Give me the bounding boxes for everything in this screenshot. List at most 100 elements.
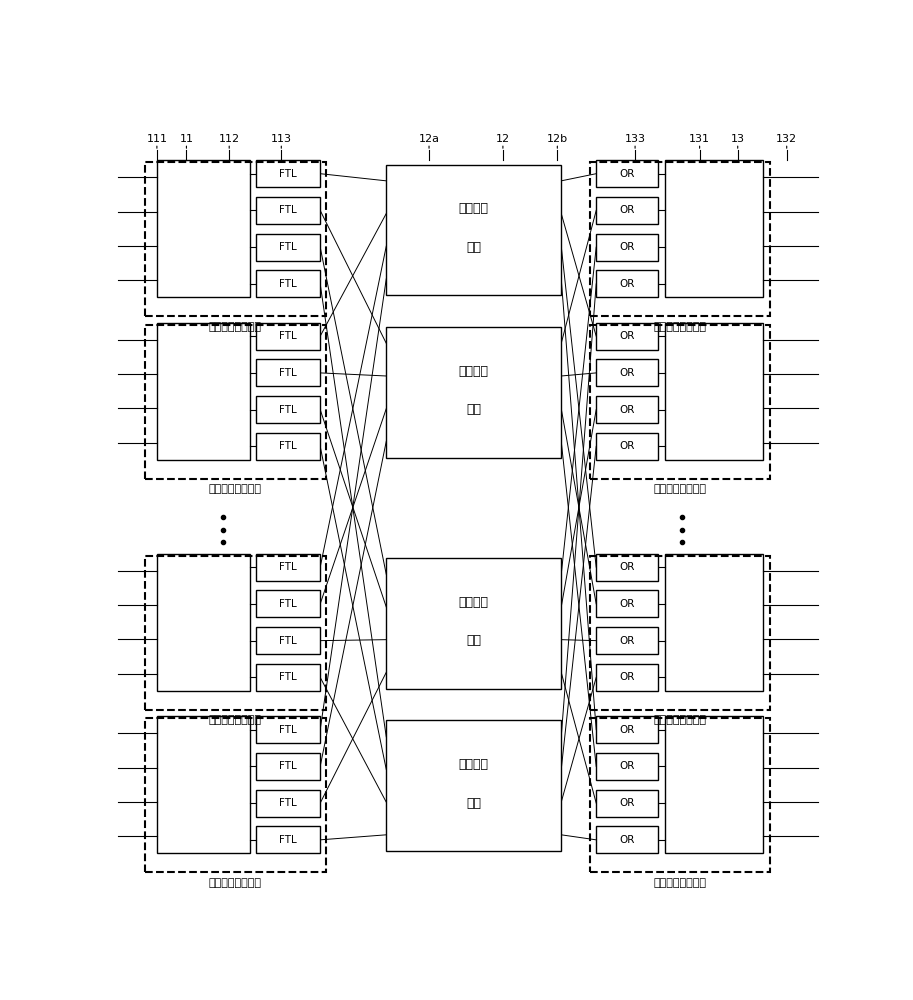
Bar — [596, 359, 658, 386]
Text: 132: 132 — [776, 134, 797, 144]
Text: 接收端电交换单元: 接收端电交换单元 — [209, 878, 262, 888]
Text: 111: 111 — [146, 134, 167, 144]
Text: FTL: FTL — [279, 798, 297, 808]
Bar — [596, 627, 658, 654]
Bar — [386, 327, 561, 458]
Bar — [256, 270, 320, 297]
Bar — [256, 627, 320, 654]
Text: OR: OR — [620, 368, 635, 378]
Bar — [596, 234, 658, 261]
Text: FTL: FTL — [279, 169, 297, 179]
Bar — [590, 556, 770, 710]
Bar — [256, 826, 320, 853]
Text: OR: OR — [620, 169, 635, 179]
Bar — [256, 716, 320, 743]
Text: 发送端电交换单元: 发送端电交换单元 — [654, 484, 707, 494]
Text: 单元: 单元 — [467, 241, 481, 254]
Text: OR: OR — [620, 242, 635, 252]
Text: FTL: FTL — [279, 599, 297, 609]
Bar — [256, 359, 320, 386]
Text: OR: OR — [620, 562, 635, 572]
Text: FTL: FTL — [279, 331, 297, 341]
Bar — [596, 323, 658, 350]
Text: OR: OR — [620, 279, 635, 289]
Bar — [386, 165, 561, 295]
Bar — [596, 197, 658, 224]
Bar — [596, 716, 658, 743]
Text: 131: 131 — [689, 134, 710, 144]
Text: OR: OR — [620, 331, 635, 341]
Bar — [596, 160, 658, 187]
Bar — [596, 790, 658, 817]
Bar — [256, 323, 320, 350]
Bar — [145, 325, 326, 479]
Text: FTL: FTL — [279, 725, 297, 735]
Text: 发送端电交换单元: 发送端电交换单元 — [654, 322, 707, 332]
Text: FTL: FTL — [279, 242, 297, 252]
Text: FTL: FTL — [279, 405, 297, 415]
Text: 全光交换: 全光交换 — [458, 596, 488, 609]
Bar — [665, 716, 763, 853]
Bar — [157, 160, 250, 297]
Bar — [596, 826, 658, 853]
Text: 113: 113 — [271, 134, 292, 144]
Bar — [596, 433, 658, 460]
Text: OR: OR — [620, 672, 635, 682]
Text: OR: OR — [620, 205, 635, 215]
Text: 12: 12 — [496, 134, 510, 144]
Text: 112: 112 — [218, 134, 240, 144]
Text: FTL: FTL — [279, 761, 297, 771]
Bar — [596, 664, 658, 691]
Text: 接收端电交换单元: 接收端电交换单元 — [209, 715, 262, 725]
Bar — [665, 554, 763, 691]
Text: 11: 11 — [180, 134, 194, 144]
Text: 发送端电交换单元: 发送端电交换单元 — [654, 715, 707, 725]
Text: 接收端电交换单元: 接收端电交换单元 — [209, 484, 262, 494]
Text: 133: 133 — [624, 134, 645, 144]
Text: FTL: FTL — [279, 562, 297, 572]
Bar — [665, 323, 763, 460]
Text: 全光交换: 全光交换 — [458, 758, 488, 771]
Text: OR: OR — [620, 725, 635, 735]
Text: 13: 13 — [730, 134, 745, 144]
Text: OR: OR — [620, 798, 635, 808]
Bar — [145, 718, 326, 872]
Text: FTL: FTL — [279, 672, 297, 682]
Bar — [145, 162, 326, 316]
Text: 接收端电交换单元: 接收端电交换单元 — [209, 322, 262, 332]
Text: 单元: 单元 — [467, 797, 481, 810]
Bar — [596, 270, 658, 297]
Text: OR: OR — [620, 761, 635, 771]
Bar — [256, 753, 320, 780]
Text: OR: OR — [620, 405, 635, 415]
Bar — [157, 554, 250, 691]
Text: FTL: FTL — [279, 835, 297, 845]
Bar — [596, 554, 658, 581]
Bar — [256, 590, 320, 617]
Text: 单元: 单元 — [467, 403, 481, 416]
Bar — [596, 753, 658, 780]
Text: 全光交换: 全光交换 — [458, 202, 488, 215]
Bar — [145, 556, 326, 710]
Text: 发送端电交换单元: 发送端电交换单元 — [654, 878, 707, 888]
Text: 单元: 单元 — [467, 634, 481, 647]
Bar — [157, 323, 250, 460]
Text: FTL: FTL — [279, 368, 297, 378]
Bar — [256, 664, 320, 691]
Bar — [386, 720, 561, 851]
Text: OR: OR — [620, 599, 635, 609]
Text: 12b: 12b — [547, 134, 568, 144]
Bar — [256, 396, 320, 423]
Bar — [256, 554, 320, 581]
Text: FTL: FTL — [279, 636, 297, 646]
Text: 全光交换: 全光交换 — [458, 365, 488, 378]
Bar — [596, 396, 658, 423]
Bar — [590, 718, 770, 872]
Text: OR: OR — [620, 441, 635, 451]
Bar — [590, 162, 770, 316]
Bar — [386, 558, 561, 689]
Text: OR: OR — [620, 636, 635, 646]
Bar — [665, 160, 763, 297]
Bar — [157, 716, 250, 853]
Bar — [256, 160, 320, 187]
